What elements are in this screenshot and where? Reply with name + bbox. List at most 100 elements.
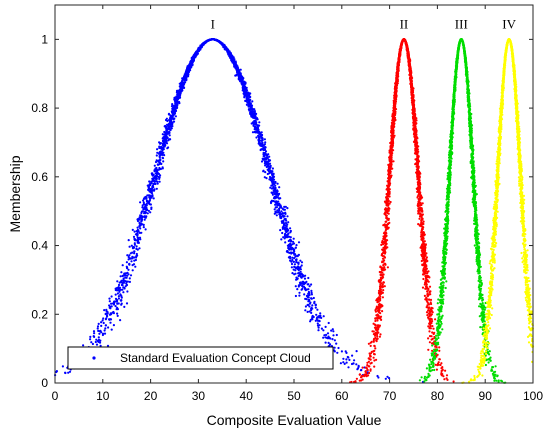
cloud-drop [285,250,288,253]
cloud-drop [121,264,124,267]
cloud-drop [300,276,303,279]
cloud-drop [246,94,250,97]
cloud-drop [103,329,106,332]
cloud-drop [119,319,122,322]
cloud-drop [114,293,117,296]
cloud-drop [133,237,136,241]
cloud-drop [373,359,376,362]
cloud-drop [432,327,435,330]
cloud-drop [294,255,297,258]
cloud-drop [135,247,138,250]
cloud-drop [206,39,209,42]
cloud-drop [192,56,195,60]
cloud-drop [299,268,302,271]
cloud-drop [116,302,119,305]
cloud-drop [342,357,345,360]
cloud-drop [197,49,200,52]
cloud-drop [95,338,98,341]
cloud-drop [161,133,164,136]
cloud-drop [443,378,446,381]
cloud-drop [218,40,221,44]
cloud-drop [276,209,279,212]
cloud-drop [96,327,99,330]
cloud-drop [110,313,113,316]
cloud-drop [286,235,289,238]
cloud-drop [374,336,377,340]
cloud-drop [290,251,293,254]
cloud-drop [387,177,390,180]
cloud-drop [126,267,129,270]
cloud-drop [120,299,123,302]
cloud-drop [163,130,166,134]
cloud-drop [251,100,254,103]
cloud-drop [425,256,428,259]
cloud-drop [157,163,160,166]
cloud-drop [117,283,121,287]
cloud-drop [301,282,304,285]
cloud-drop [327,321,330,325]
cloud-drop [272,176,275,179]
cloud-drop [345,361,348,364]
cloud-drop [323,334,326,337]
cloud-drop [331,338,334,341]
cloud-drop [279,205,282,208]
cloud-drop [428,341,431,344]
cloud-drop [116,314,119,317]
cloud-drop [272,178,275,181]
cloud-drop [150,206,153,209]
cloud-drop [428,285,432,288]
cloud-drop [97,322,100,325]
cloud-drop [427,348,430,351]
cloud-drop [263,155,266,158]
cloud-drop [243,95,246,98]
cloud-drop [126,271,129,274]
cloud-drop [250,122,253,125]
cloud-drop [150,180,153,183]
cloud-drop [175,104,178,107]
cloud-drop [159,174,162,177]
cloud-drop [119,293,122,296]
cloud-drop [347,356,350,359]
cloud-drop [110,302,113,305]
cloud-drop [444,369,447,372]
cloud-drop [325,333,328,336]
cloud-drop [176,106,179,109]
cloud-drop [99,339,102,342]
cloud-drop [244,81,247,84]
cloud-drop [178,95,181,98]
cloud-drop [316,322,319,325]
cloud-drop [265,165,268,169]
cloud-drop [326,332,330,335]
cloud-drop [100,331,103,334]
cloud-drop [159,158,162,162]
cloud-drop [308,302,311,305]
cloud-drop [311,304,314,307]
cloud-drop [158,141,161,144]
cloud-drop [234,65,237,68]
cloud-drop [316,308,319,311]
cloud-drop [294,269,297,272]
cloud-drop [144,208,147,211]
cloud-drop [136,226,139,229]
cloud-drop [369,341,372,344]
cloud-drop [285,219,288,222]
cloud-drop [138,231,141,234]
cloud-drop [180,82,183,85]
cloud-drop [171,125,174,128]
cloud-drop [314,319,317,322]
cloud-drop [342,361,345,364]
cloud-drop [176,93,179,96]
cloud-drop [304,289,307,292]
cloud-drop [142,223,145,226]
cloud-drop [417,223,420,226]
cloud-drop [320,327,323,330]
cloud-drop [310,306,313,309]
cloud-drop [208,38,211,41]
cloud-drop [142,226,145,229]
cloud-drop [273,196,276,199]
cloud-drop [284,235,287,238]
cloud-drop [114,305,117,308]
cloud-drop [294,253,297,256]
cloud-drop [257,128,260,131]
cloud-drop [275,214,278,217]
